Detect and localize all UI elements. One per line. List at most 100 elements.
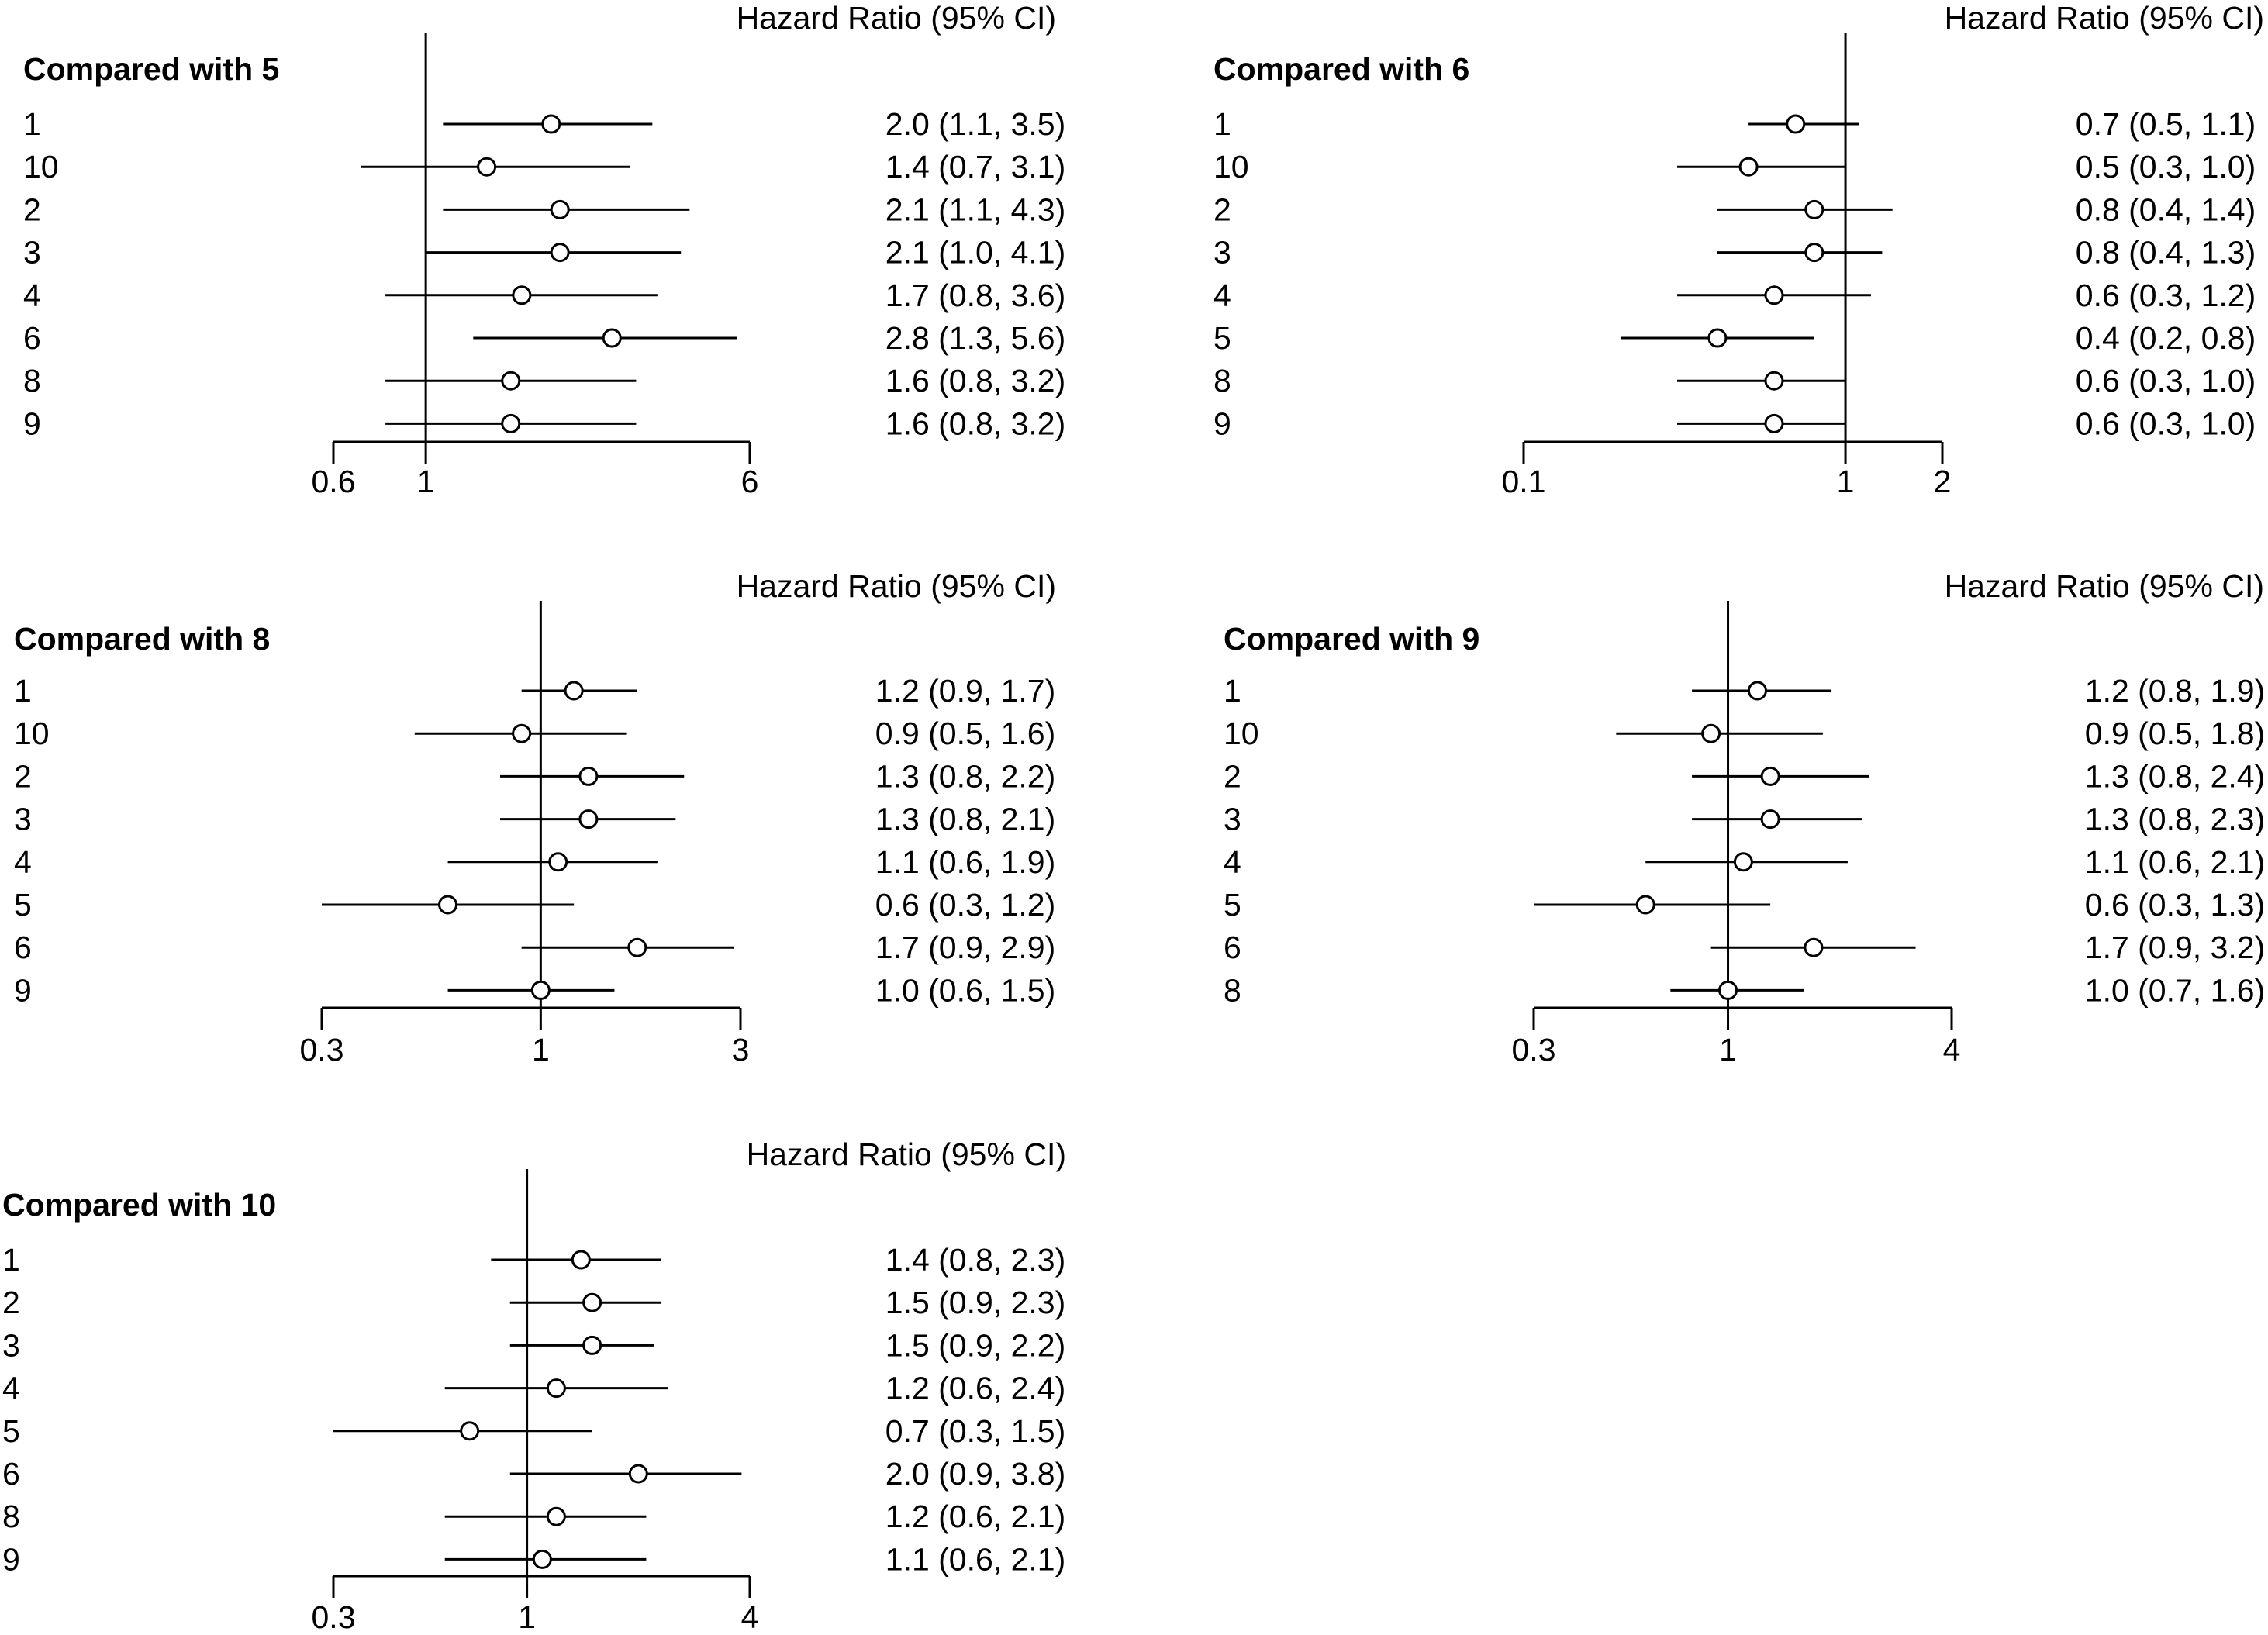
hr-point [546, 1378, 566, 1399]
hr-point [546, 1506, 566, 1526]
row-label: 8 [1213, 363, 1231, 398]
row-label: 1 [14, 673, 32, 709]
row-label: 9 [23, 405, 41, 441]
hr-point [628, 1464, 648, 1484]
hr-ci-value: 0.6 (0.3, 1.0) [2076, 363, 2256, 398]
hr-ci-value: 2.0 (0.9, 3.8) [885, 1456, 1065, 1492]
x-tick-label: 0.1 [1502, 464, 1546, 499]
row-label: 10 [14, 716, 50, 751]
hr-point [501, 413, 521, 433]
hr-point [1804, 199, 1824, 219]
hr-point [1786, 114, 1806, 134]
x-tick-label: 1 [1719, 1032, 1737, 1068]
row-label: 9 [1213, 405, 1231, 441]
hr-point [548, 852, 568, 872]
x-tick-label: 3 [732, 1032, 750, 1068]
row-label: 5 [1224, 887, 1241, 923]
forest-panel-3: Hazard Ratio (95% CI) Compared with 8 1 1.2… [14, 568, 1056, 1068]
row-label: 3 [14, 802, 32, 837]
hr-point [1635, 895, 1655, 915]
hr-point [1764, 413, 1784, 433]
hr-point [530, 980, 551, 1000]
hr-ci-value: 1.2 (0.6, 2.4) [885, 1371, 1065, 1406]
hr-ci-value: 0.4 (0.2, 0.8) [2076, 320, 2256, 356]
hr-ci-value: 1.2 (0.9, 1.7) [875, 673, 1055, 709]
hr-point [532, 1549, 552, 1569]
panel-header: Hazard Ratio (95% CI) [737, 568, 1056, 604]
hr-ci-value: 0.7 (0.3, 1.5) [885, 1413, 1065, 1449]
panel-title: Compared with 5 [23, 51, 279, 87]
row-label: 4 [23, 278, 41, 313]
row-label: 2 [1224, 758, 1241, 794]
hr-ci-value: 1.5 (0.9, 2.2) [885, 1327, 1065, 1363]
forest-panel-1: Hazard Ratio (95% CI) Compared with 5 1 2.0… [23, 0, 1065, 499]
x-tick-label: 1 [518, 1599, 536, 1635]
row-label: 6 [1224, 930, 1241, 965]
hr-ci-value: 0.8 (0.4, 1.3) [2076, 235, 2256, 271]
hr-point [1701, 723, 1721, 743]
row-label: 9 [14, 972, 32, 1008]
hr-ci-value: 1.4 (0.7, 3.1) [885, 149, 1065, 185]
forest-panel-5: Hazard Ratio (95% CI) Compared with 10 1 1.… [2, 1137, 1066, 1635]
hr-point [1804, 243, 1824, 263]
hr-ci-value: 1.2 (0.6, 2.1) [885, 1499, 1065, 1534]
hr-ci-value: 0.6 (0.3, 1.3) [2085, 887, 2265, 923]
x-tick-label: 4 [1943, 1032, 1961, 1068]
row-label: 3 [23, 235, 41, 271]
hr-ci-value: 0.6 (0.3, 1.2) [2076, 278, 2256, 313]
row-label: 8 [2, 1499, 20, 1534]
forest-panel-2: Hazard Ratio (95% CI) Compared with 6 1 0.7… [1213, 0, 2264, 499]
row-label: 2 [1213, 191, 1231, 227]
row-label: 10 [1224, 716, 1259, 751]
hr-point [477, 157, 497, 177]
hr-ci-value: 2.1 (1.1, 4.3) [885, 191, 1065, 227]
hr-ci-value: 1.6 (0.8, 3.2) [885, 405, 1065, 441]
hr-ci-value: 1.3 (0.8, 2.1) [875, 802, 1055, 837]
hr-point [1764, 285, 1784, 305]
row-label: 4 [1224, 844, 1241, 880]
hr-point [582, 1335, 602, 1355]
row-label: 1 [1213, 106, 1231, 142]
panel-title: Compared with 6 [1213, 51, 1469, 87]
panel-header: Hazard Ratio (95% CI) [1945, 0, 2264, 36]
hr-ci-value: 1.7 (0.8, 3.6) [885, 278, 1065, 313]
hr-ci-value: 2.1 (1.0, 4.1) [885, 235, 1065, 271]
hr-point [541, 114, 561, 134]
hr-point [1760, 766, 1780, 786]
hr-point [501, 371, 521, 391]
hr-point [627, 937, 647, 957]
row-label: 1 [1224, 673, 1241, 709]
row-label: 3 [1213, 235, 1231, 271]
row-label: 5 [2, 1413, 20, 1449]
row-label: 5 [1213, 320, 1231, 356]
x-tick-label: 1 [532, 1032, 550, 1068]
hr-point [571, 1250, 591, 1270]
hr-point [512, 723, 532, 743]
panel-header: Hazard Ratio (95% CI) [1945, 568, 2264, 604]
hr-point [1733, 852, 1753, 872]
hr-point [602, 328, 622, 348]
x-tick-label: 0.6 [312, 464, 356, 499]
row-label: 3 [2, 1327, 20, 1363]
hr-ci-value: 2.0 (1.1, 3.5) [885, 106, 1065, 142]
forest-panel-4: Hazard Ratio (95% CI) Compared with 9 1 1.2… [1224, 568, 2265, 1068]
x-tick-label: 0.3 [300, 1032, 344, 1068]
hr-ci-value: 0.9 (0.5, 1.6) [875, 716, 1055, 751]
hr-point [1707, 328, 1728, 348]
panel-title: Compared with 10 [2, 1187, 276, 1223]
hr-point [582, 1292, 602, 1312]
hr-point [1738, 157, 1759, 177]
hr-ci-value: 1.3 (0.8, 2.4) [2085, 758, 2265, 794]
hr-ci-value: 0.9 (0.5, 1.8) [2085, 716, 2265, 751]
hr-ci-value: 0.6 (0.3, 1.0) [2076, 405, 2256, 441]
hr-ci-value: 1.0 (0.7, 1.6) [2085, 972, 2265, 1008]
panel-title: Compared with 8 [14, 621, 270, 657]
row-label: 4 [2, 1371, 20, 1406]
hr-ci-value: 1.0 (0.6, 1.5) [875, 972, 1055, 1008]
row-label: 6 [2, 1456, 20, 1492]
row-label: 2 [23, 191, 41, 227]
panel-header: Hazard Ratio (95% CI) [747, 1137, 1066, 1172]
row-label: 4 [14, 844, 32, 880]
hr-point [1764, 371, 1784, 391]
